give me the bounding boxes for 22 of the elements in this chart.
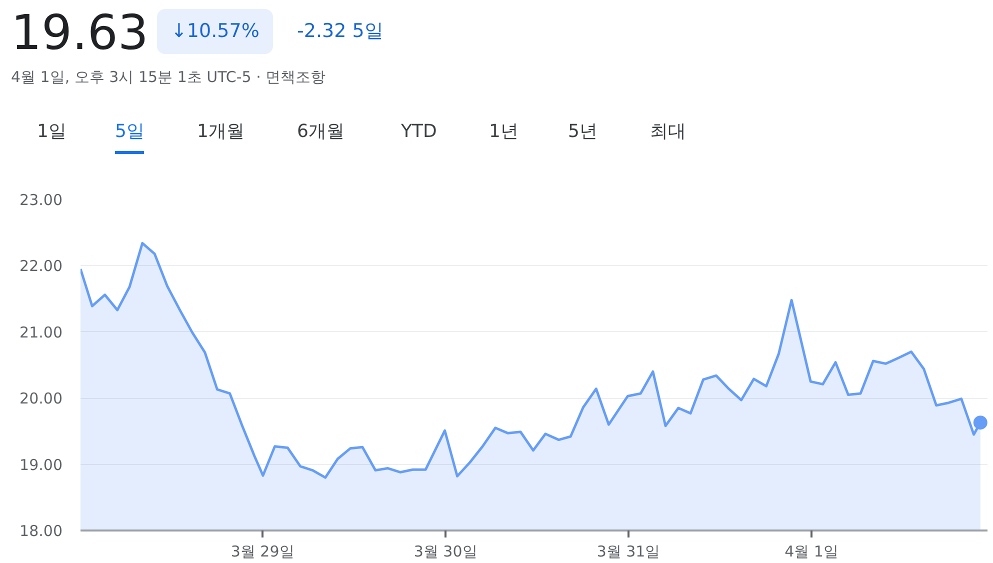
y-tick-label: 18.00 (20, 522, 63, 540)
text: 6개월 (297, 120, 344, 144)
x-tick-label: 3월 30일 (414, 542, 478, 560)
text: 5년 (568, 120, 598, 144)
text: 최대 (650, 120, 686, 144)
text: 1개월 (197, 120, 244, 144)
y-tick-label: 21.00 (20, 323, 63, 342)
text: ↓10.57% (157, 9, 274, 54)
x-tick-label: 3월 31일 (596, 542, 660, 560)
y-tick-label: 19.00 (20, 456, 63, 474)
text: YTD (401, 120, 437, 144)
chart-title: 19.63 (11, 5, 148, 61)
text: 5일 (115, 119, 144, 154)
x-tick-label: 3월 29일 (230, 542, 294, 560)
text: 1일 (37, 120, 66, 144)
chart-subtitle: 4월 1일, 오후 3시 15분 1초 UTC-5 · 면책조항 (11, 67, 326, 88)
y-tick-label: 23.00 (20, 191, 63, 209)
text: 1년 (489, 120, 518, 144)
y-tick-label: 22.00 (20, 257, 63, 276)
y-tick-label: 20.00 (20, 390, 63, 408)
text: -2.32 5일 (297, 19, 384, 44)
x-tick-label: 4월 1일 (784, 542, 838, 560)
